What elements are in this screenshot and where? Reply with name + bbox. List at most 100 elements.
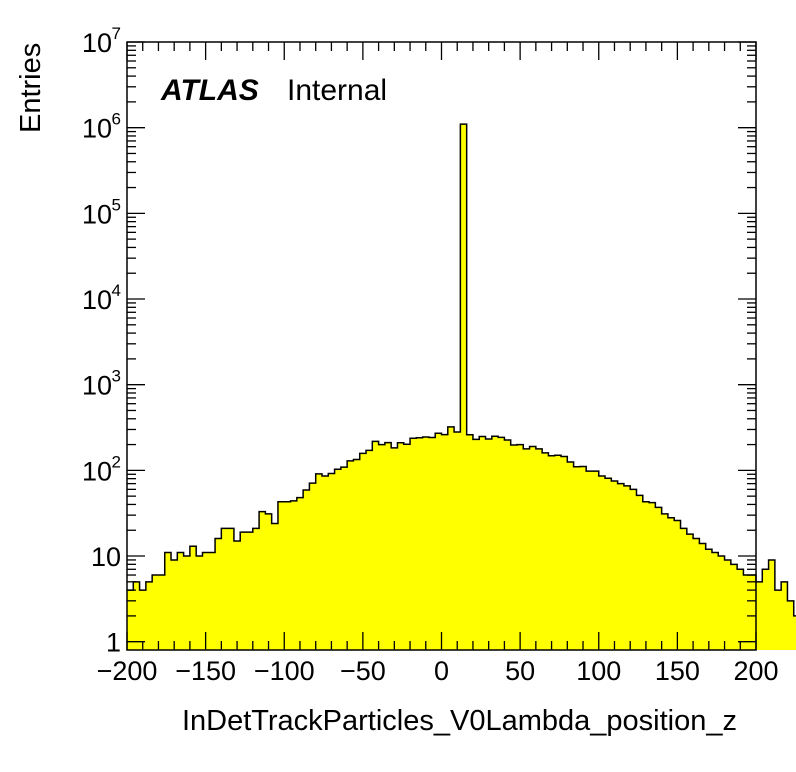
histogram-bin: [139, 590, 147, 650]
histogram-bin: [479, 436, 486, 650]
histogram-bin: [630, 489, 637, 650]
histogram-bin: [623, 485, 631, 650]
y-tick-exponent: 5: [112, 195, 121, 214]
histogram-bin: [787, 600, 795, 650]
histogram-bin: [271, 523, 279, 650]
histogram-bin: [328, 473, 335, 650]
histogram-bin: [347, 460, 354, 650]
y-tick-exponent: 3: [112, 367, 121, 386]
y-tick-label: 10: [82, 28, 112, 58]
histogram-bin: [240, 532, 247, 650]
histogram-bin: [127, 590, 134, 650]
x-tick-label: 100: [576, 656, 621, 686]
histogram-bin: [246, 532, 254, 650]
histogram-bin: [334, 469, 342, 650]
histogram-bin: [667, 517, 675, 650]
histogram-bin: [277, 501, 285, 650]
x-tick-label: −50: [340, 656, 386, 686]
histogram-bin: [183, 556, 191, 650]
y-tick-label: 10: [82, 456, 112, 486]
histogram-bin: [391, 447, 398, 650]
histogram-bin: [410, 438, 417, 650]
histogram-bin: [535, 448, 543, 650]
histogram-bin: [309, 483, 317, 650]
histogram-bin: [152, 575, 159, 650]
histogram-bin: [774, 590, 782, 650]
histogram-bin: [567, 462, 574, 650]
y-tick-label: 1: [106, 628, 121, 658]
histogram-bin: [504, 440, 512, 650]
atlas-status-label: Internal: [287, 74, 387, 107]
histogram-bin: [454, 432, 461, 650]
histogram-bin: [215, 538, 222, 650]
histogram-bin: [447, 426, 455, 650]
y-tick-label: 10: [91, 542, 121, 572]
histogram-bars: [127, 123, 796, 650]
histogram-bin: [573, 466, 581, 650]
histogram-bin: [680, 528, 688, 650]
histogram-bin: [284, 501, 291, 650]
histogram-bin: [296, 497, 304, 650]
histogram-bin: [781, 581, 788, 650]
histogram-bin: [756, 581, 763, 650]
histogram-bin: [416, 437, 424, 650]
histogram-bin: [743, 575, 751, 650]
histogram-bin: [372, 441, 379, 650]
histogram-bin: [221, 528, 229, 650]
histogram-bin: [598, 475, 606, 650]
histogram-bin: [133, 581, 140, 650]
histogram-bin: [699, 543, 707, 650]
histogram-bin: [529, 446, 537, 650]
histogram-bin: [460, 124, 468, 650]
histogram-bin: [718, 556, 725, 650]
histogram-bin: [605, 478, 612, 650]
histogram-bin: [472, 439, 480, 650]
histogram-bin: [617, 483, 625, 650]
histogram-bin: [793, 615, 796, 650]
histogram-bin: [611, 481, 619, 650]
histogram-bin: [208, 552, 216, 650]
y-tick-label: 10: [82, 114, 112, 144]
x-tick-label: −100: [254, 656, 315, 686]
histogram-bin: [768, 559, 776, 650]
x-tick-label: 150: [655, 656, 700, 686]
histogram-bin: [674, 520, 681, 650]
histogram-bin: [158, 575, 166, 650]
y-tick-exponent: 6: [112, 110, 121, 129]
x-tick-label: 200: [733, 656, 778, 686]
histogram-bin: [227, 528, 235, 650]
histogram-bin: [384, 442, 392, 650]
histogram-bin: [265, 513, 273, 650]
histogram-bin: [303, 489, 310, 650]
x-tick-label: 0: [434, 656, 449, 686]
histogram-bin: [730, 564, 738, 650]
histogram-bin: [466, 434, 474, 650]
histogram-bin: [233, 540, 241, 650]
histogram-bin: [340, 467, 348, 650]
histogram-bin: [315, 473, 323, 650]
histogram-bin: [579, 466, 587, 650]
histogram-bin: [359, 453, 367, 650]
x-tick-labels: −200 −150 −100 −50 0 50 100 150 200: [97, 656, 779, 686]
y-tick-label: 10: [82, 371, 112, 401]
histogram-bin: [592, 471, 600, 650]
histogram-bin: [378, 444, 386, 650]
histogram-bin: [516, 444, 524, 650]
y-tick-label: 10: [82, 285, 112, 315]
histogram-bin: [435, 433, 442, 650]
histogram-bin: [737, 569, 744, 650]
y-tick-exponent: 2: [112, 452, 121, 471]
histogram-bin: [397, 442, 405, 650]
histogram-bin: [510, 444, 518, 650]
histogram-bin: [366, 450, 373, 650]
histogram-bin: [189, 546, 197, 650]
x-tick-label: 50: [505, 656, 535, 686]
histogram-bin: [711, 552, 719, 650]
histogram-bin: [259, 511, 266, 650]
axis-ticks: [126, 41, 757, 650]
histogram-bin: [196, 556, 203, 650]
histogram-bin: [164, 552, 172, 650]
histogram-bin: [145, 581, 153, 650]
histogram-bin: [561, 456, 568, 650]
